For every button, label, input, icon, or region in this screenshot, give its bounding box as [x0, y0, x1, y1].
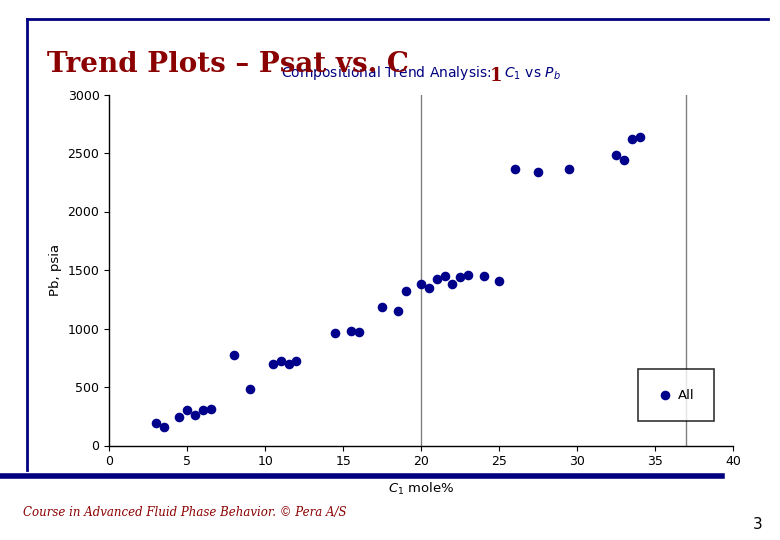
Point [290, 357, 303, 366]
Text: Trend Plots – Psat vs. C: Trend Plots – Psat vs. C [47, 51, 409, 78]
Point [353, 328, 365, 336]
Point [158, 422, 170, 431]
Point [431, 275, 443, 284]
Point [633, 132, 646, 141]
Point [329, 329, 342, 338]
Text: 1: 1 [490, 68, 502, 85]
Point [243, 385, 256, 394]
Point [275, 357, 287, 366]
Point [399, 287, 412, 295]
Point [189, 411, 201, 420]
Point [204, 405, 217, 414]
Point [228, 351, 240, 360]
Text: 3: 3 [753, 517, 762, 532]
Point [454, 273, 466, 281]
Y-axis label: Pb, psia: Pb, psia [49, 244, 62, 296]
Point [376, 303, 388, 312]
Point [477, 272, 490, 280]
Point [345, 327, 357, 335]
Point [462, 271, 474, 279]
Point [438, 272, 451, 280]
Point [282, 359, 295, 368]
Point [197, 406, 209, 415]
Text: Course in Advanced Fluid Phase Behavior. © Pera A/S: Course in Advanced Fluid Phase Behavior.… [23, 505, 347, 519]
Point [267, 359, 279, 368]
Point [415, 280, 427, 288]
Point [610, 151, 622, 160]
Point [618, 156, 630, 164]
Text: Compositional Trend Analysis:   $C_1$ vs $P_b$: Compositional Trend Analysis: $C_1$ vs $… [282, 64, 561, 82]
Point [173, 413, 186, 422]
Legend: All: All [638, 369, 714, 421]
Text: $C_1$ mole%: $C_1$ mole% [388, 481, 455, 497]
Point [563, 165, 576, 174]
Point [509, 165, 521, 174]
Point [150, 419, 162, 428]
Point [493, 276, 505, 285]
Point [446, 280, 459, 288]
Point [532, 167, 544, 176]
Point [423, 283, 435, 292]
Point [181, 406, 193, 415]
Point [392, 307, 404, 315]
Point [626, 134, 638, 143]
Polygon shape [729, 460, 757, 484]
